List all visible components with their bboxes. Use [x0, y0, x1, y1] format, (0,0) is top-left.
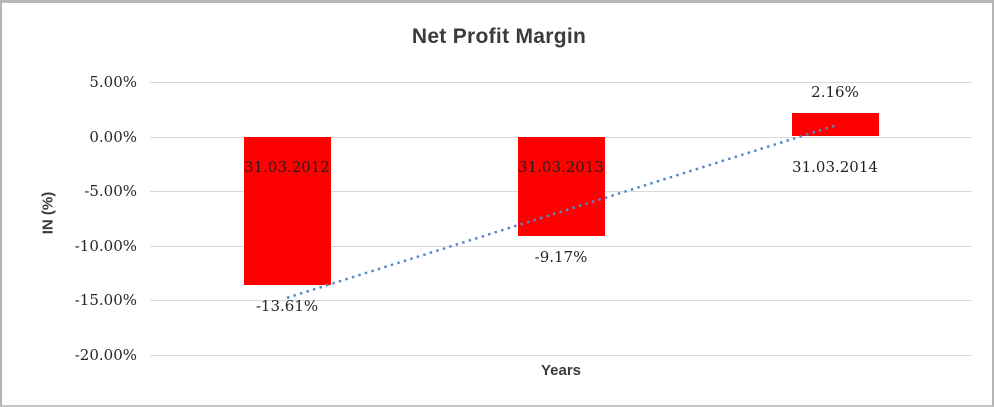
gridline — [150, 354, 972, 356]
gridline — [150, 245, 972, 247]
value-label: -13.61% — [255, 296, 319, 315]
category-label: 31.03.2012 — [244, 157, 330, 176]
y-tick-label: -10.00% — [74, 236, 137, 255]
y-tick-label: 5.00% — [89, 73, 137, 91]
value-label: -9.17% — [534, 248, 588, 267]
y-tick-label: -20.00% — [74, 345, 137, 364]
bar-2014 — [791, 112, 879, 137]
gridline — [150, 82, 972, 83]
y-tick-label: -15.00% — [74, 291, 137, 309]
y-tick-label: -5.00% — [84, 182, 137, 200]
chart-title: Net Profit Margin — [411, 25, 587, 48]
value-label: 2.16% — [811, 82, 859, 101]
x-axis-title: Years — [540, 362, 582, 379]
gridline — [150, 300, 972, 301]
y-tick-label: 0.00% — [89, 127, 137, 146]
bar-2013 — [517, 136, 605, 237]
category-label: 31.03.2014 — [792, 157, 878, 176]
category-label: 31.03.2013 — [518, 157, 604, 176]
trendline — [286, 124, 836, 300]
bar-2012 — [243, 136, 331, 285]
